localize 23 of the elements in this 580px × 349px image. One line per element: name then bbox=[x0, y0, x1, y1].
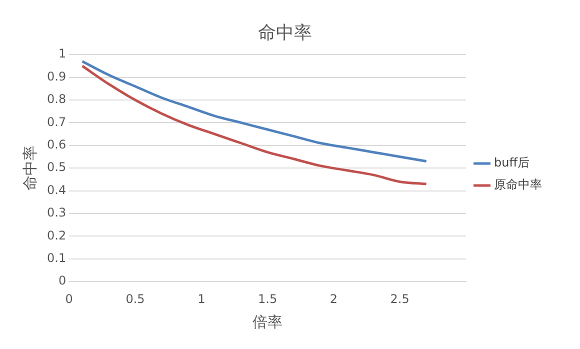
y-tick-label: 0.2 bbox=[46, 228, 66, 242]
legend-label: buff后 bbox=[494, 156, 530, 170]
x-tick-label: 1.5 bbox=[258, 292, 278, 306]
y-tick-label: 0.8 bbox=[46, 92, 66, 106]
y-tick-label: 1 bbox=[58, 46, 66, 61]
y-tick-label: 0.9 bbox=[46, 69, 66, 84]
y-tick-label: 0.6 bbox=[46, 138, 66, 152]
line-series bbox=[81, 64, 428, 186]
y-axis-title: 命中率 bbox=[20, 146, 39, 191]
y-tick-label: 0.7 bbox=[46, 114, 66, 129]
y-tick-label: 0.1 bbox=[46, 251, 66, 266]
x-axis-title: 倍率 bbox=[252, 312, 283, 331]
y-tick-label: 0 bbox=[58, 274, 66, 288]
x-tick-label: 1 bbox=[198, 292, 206, 306]
x-tick-label: 2 bbox=[330, 292, 338, 306]
y-tick-label: 0.4 bbox=[46, 182, 66, 197]
x-tick-label: 2.5 bbox=[390, 292, 410, 306]
chart-title: 命中率 bbox=[258, 22, 312, 44]
x-tick-label: 0.5 bbox=[126, 292, 145, 306]
y-tick-label: 0.5 bbox=[46, 160, 66, 174]
legend-label: 原命中率 bbox=[494, 178, 542, 192]
line-series bbox=[81, 60, 428, 163]
y-tick-label: 0.3 bbox=[46, 206, 66, 220]
